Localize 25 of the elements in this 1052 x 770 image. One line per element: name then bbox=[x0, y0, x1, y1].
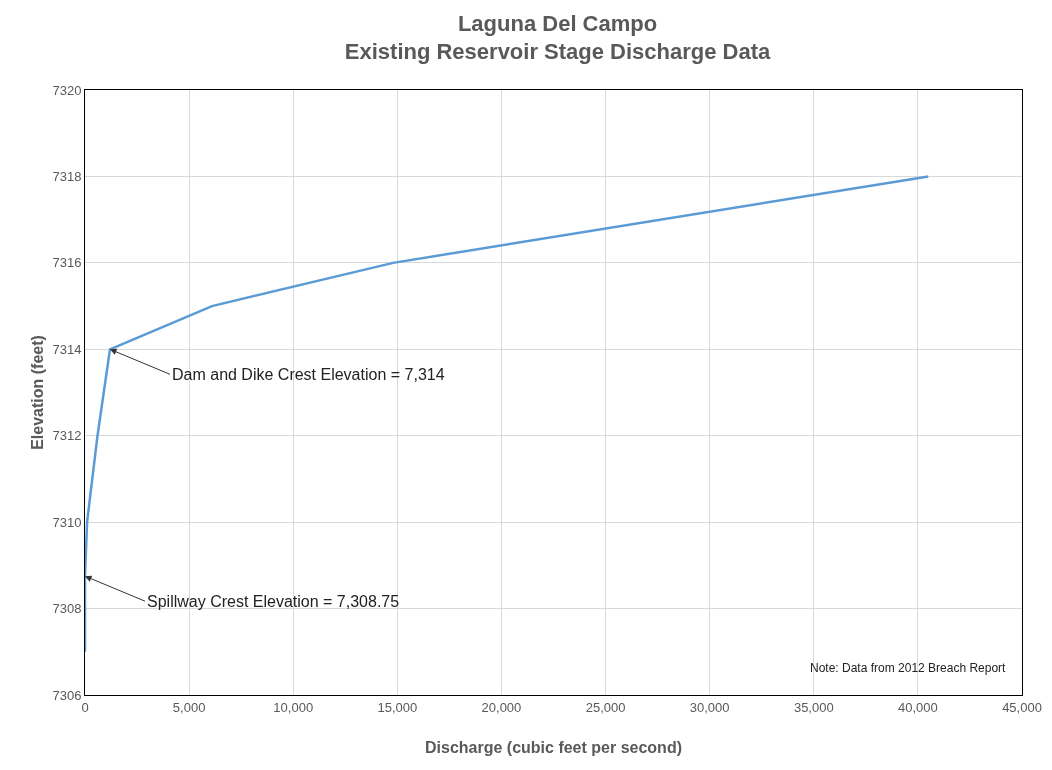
x-tick-label: 5,000 bbox=[172, 699, 206, 715]
x-tick-label: 10,000 bbox=[273, 699, 314, 715]
y-tick-label: 7310 bbox=[52, 514, 82, 530]
y-tick-label: 7316 bbox=[52, 255, 82, 271]
chart-title: Laguna Del Campo Existing Reservoir Stage Discharge Data bbox=[344, 10, 772, 65]
annotation: Spillway Crest Elevation = 7,308.75 bbox=[147, 593, 400, 610]
x-tick-label: 25,000 bbox=[585, 699, 626, 715]
y-axis-title: Elevation (feet) bbox=[29, 335, 46, 450]
y-tick-label: 7314 bbox=[52, 341, 82, 357]
x-tick-label: 15,000 bbox=[377, 699, 418, 715]
x-tick-label: 40,000 bbox=[898, 699, 938, 715]
y-tick-label: 7320 bbox=[52, 82, 82, 98]
x-tick-label: 45,000 bbox=[1002, 699, 1042, 715]
x-tick-label: 35,000 bbox=[793, 699, 834, 715]
x-tick-label: 30,000 bbox=[689, 699, 730, 715]
x-axis-title: Discharge (cubic feet per second) bbox=[425, 739, 682, 756]
x-tick-label: 0 bbox=[81, 699, 89, 715]
y-tick-label: 7306 bbox=[52, 687, 82, 703]
annotation: Dam and Dike Crest Elevation = 7,314 bbox=[172, 366, 445, 383]
line-series bbox=[85, 175, 930, 654]
y-tick-label: 7318 bbox=[52, 168, 82, 184]
annotation: Note: Data from 2012 Breach Report bbox=[810, 661, 1007, 675]
y-tick-label: 7312 bbox=[52, 428, 82, 444]
x-tick-label: 20,000 bbox=[481, 699, 522, 715]
y-tick-label: 7308 bbox=[52, 601, 82, 617]
